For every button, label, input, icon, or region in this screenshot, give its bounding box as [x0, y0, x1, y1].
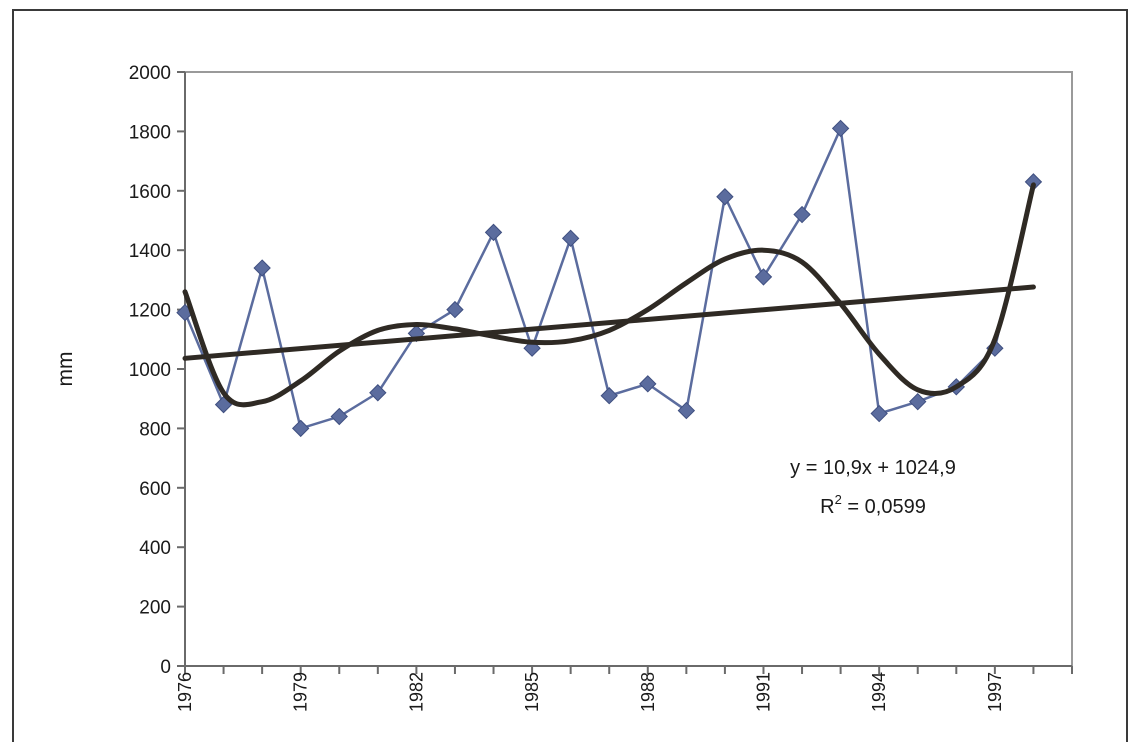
polynomial-trendline: [182, 182, 1036, 408]
data-point: [369, 384, 387, 402]
y-tick-label: 1200: [129, 301, 171, 322]
data-point: [831, 119, 850, 138]
y-tick-label: 1800: [129, 122, 171, 143]
y-tick-label: 1400: [129, 241, 171, 262]
y-tick-label: 0: [160, 657, 171, 678]
y-tick-label: 600: [139, 479, 171, 500]
figure-border: [12, 9, 1128, 742]
x-tick-label: 1994: [869, 672, 889, 712]
data-point: [716, 188, 734, 206]
data-point: [446, 300, 464, 319]
x-tick-label: 1988: [638, 672, 658, 712]
y-tick-label: 1600: [129, 182, 171, 203]
y-axis-title: mm: [54, 352, 77, 387]
x-axis-ticks: 1976 1979 1982 1985 1988 1991 1994 1997: [175, 666, 1073, 712]
x-tick-label: 1982: [406, 672, 426, 712]
data-point: [561, 229, 580, 248]
trend-equation: y = 10,9x + 1024,9 R2 = 0,0599: [790, 457, 956, 518]
x-tick-label: 1979: [291, 672, 311, 712]
data-point: [253, 259, 271, 277]
y-tick-label: 400: [139, 538, 171, 559]
data-point: [639, 375, 657, 393]
data-point: [793, 205, 811, 224]
trendlines: [182, 182, 1036, 408]
x-tick-label: 1997: [985, 672, 1005, 712]
y-tick-label: 2000: [129, 63, 171, 84]
data-point: [291, 419, 310, 438]
data-point: [484, 223, 503, 242]
data-point: [754, 268, 773, 286]
x-tick-label: 1976: [175, 672, 195, 712]
data-point: [909, 392, 927, 411]
y-tick-label: 1000: [129, 360, 171, 381]
r-squared: R2 = 0,0599: [820, 492, 926, 518]
data-point: [330, 407, 348, 426]
equation-line: y = 10,9x + 1024,9: [790, 457, 956, 479]
data-point: [677, 401, 696, 420]
x-tick-label: 1985: [522, 672, 542, 712]
data-point: [870, 404, 888, 423]
x-tick-label: 1991: [753, 672, 773, 712]
y-axis-ticks: 0 200 400 600 800 1000 1200 1400 1600 1800 2000: [129, 63, 185, 678]
linear-trendline: [182, 284, 1036, 361]
y-tick-label: 800: [139, 419, 171, 440]
data-point: [600, 387, 618, 405]
y-tick-label: 200: [139, 598, 171, 619]
